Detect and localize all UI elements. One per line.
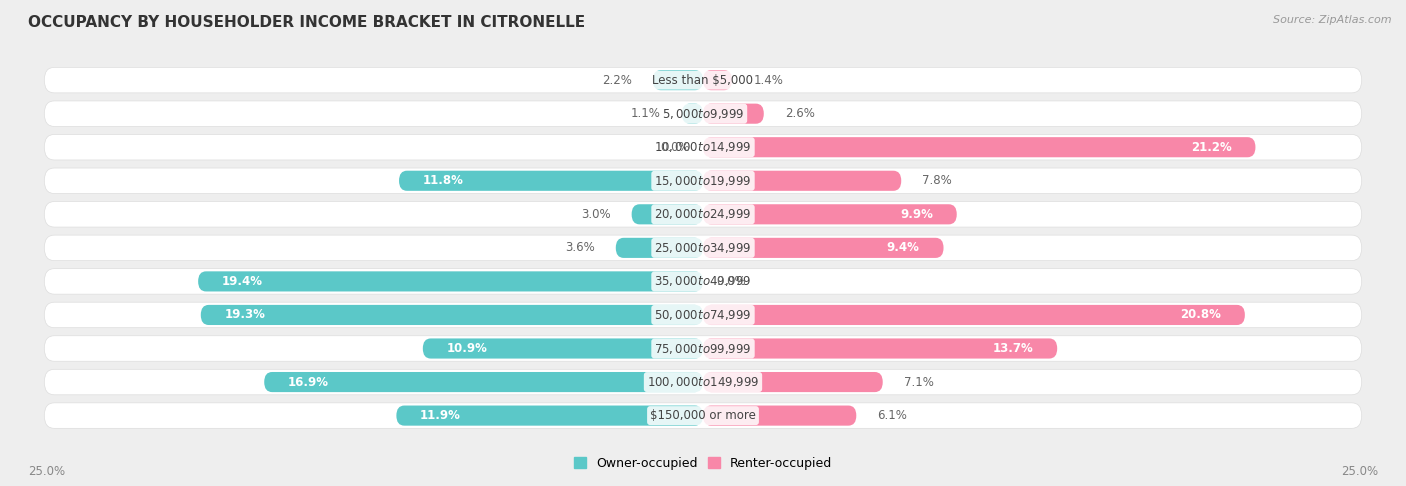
Text: Source: ZipAtlas.com: Source: ZipAtlas.com xyxy=(1274,15,1392,25)
Text: 2.6%: 2.6% xyxy=(785,107,815,120)
FancyBboxPatch shape xyxy=(703,238,943,258)
Text: $25,000 to $34,999: $25,000 to $34,999 xyxy=(654,241,752,255)
FancyBboxPatch shape xyxy=(45,269,1361,294)
FancyBboxPatch shape xyxy=(631,204,703,225)
FancyBboxPatch shape xyxy=(45,101,1361,126)
Text: $15,000 to $19,999: $15,000 to $19,999 xyxy=(654,174,752,188)
Text: 9.4%: 9.4% xyxy=(887,242,920,254)
Text: $5,000 to $9,999: $5,000 to $9,999 xyxy=(662,106,744,121)
FancyBboxPatch shape xyxy=(45,403,1361,428)
FancyBboxPatch shape xyxy=(703,137,1256,157)
Text: 3.6%: 3.6% xyxy=(565,242,595,254)
FancyBboxPatch shape xyxy=(396,405,703,426)
FancyBboxPatch shape xyxy=(45,202,1361,227)
Text: 20.8%: 20.8% xyxy=(1180,309,1220,321)
Text: 11.8%: 11.8% xyxy=(423,174,464,187)
FancyBboxPatch shape xyxy=(652,70,703,90)
Text: 10.9%: 10.9% xyxy=(447,342,488,355)
Text: Less than $5,000: Less than $5,000 xyxy=(652,73,754,87)
FancyBboxPatch shape xyxy=(45,302,1361,328)
Text: 13.7%: 13.7% xyxy=(993,342,1033,355)
Text: 0.0%: 0.0% xyxy=(716,275,745,288)
Text: $10,000 to $14,999: $10,000 to $14,999 xyxy=(654,140,752,154)
Text: 9.9%: 9.9% xyxy=(900,208,934,221)
Text: 25.0%: 25.0% xyxy=(28,465,65,478)
Text: 1.1%: 1.1% xyxy=(631,107,661,120)
Text: $35,000 to $49,999: $35,000 to $49,999 xyxy=(654,275,752,288)
FancyBboxPatch shape xyxy=(45,135,1361,160)
FancyBboxPatch shape xyxy=(45,235,1361,260)
FancyBboxPatch shape xyxy=(399,171,703,191)
FancyBboxPatch shape xyxy=(703,70,733,90)
Text: 6.1%: 6.1% xyxy=(877,409,907,422)
FancyBboxPatch shape xyxy=(703,338,1057,359)
Text: 2.2%: 2.2% xyxy=(602,73,631,87)
FancyBboxPatch shape xyxy=(45,336,1361,361)
Text: 0.0%: 0.0% xyxy=(661,141,690,154)
FancyBboxPatch shape xyxy=(703,104,763,124)
Text: 16.9%: 16.9% xyxy=(288,376,329,388)
Text: 11.9%: 11.9% xyxy=(420,409,461,422)
FancyBboxPatch shape xyxy=(703,171,901,191)
Text: $20,000 to $24,999: $20,000 to $24,999 xyxy=(654,208,752,221)
Text: $100,000 to $149,999: $100,000 to $149,999 xyxy=(647,375,759,389)
FancyBboxPatch shape xyxy=(45,168,1361,193)
Text: $75,000 to $99,999: $75,000 to $99,999 xyxy=(654,342,752,355)
Text: 1.4%: 1.4% xyxy=(754,73,783,87)
Text: 7.8%: 7.8% xyxy=(922,174,952,187)
FancyBboxPatch shape xyxy=(423,338,703,359)
FancyBboxPatch shape xyxy=(616,238,703,258)
FancyBboxPatch shape xyxy=(201,305,703,325)
FancyBboxPatch shape xyxy=(703,372,883,392)
FancyBboxPatch shape xyxy=(45,68,1361,93)
Text: OCCUPANCY BY HOUSEHOLDER INCOME BRACKET IN CITRONELLE: OCCUPANCY BY HOUSEHOLDER INCOME BRACKET … xyxy=(28,15,585,30)
FancyBboxPatch shape xyxy=(45,369,1361,395)
Text: 3.0%: 3.0% xyxy=(581,208,610,221)
FancyBboxPatch shape xyxy=(703,305,1244,325)
Text: 21.2%: 21.2% xyxy=(1191,141,1232,154)
Text: $50,000 to $74,999: $50,000 to $74,999 xyxy=(654,308,752,322)
Text: 7.1%: 7.1% xyxy=(904,376,934,388)
Text: $150,000 or more: $150,000 or more xyxy=(650,409,756,422)
FancyBboxPatch shape xyxy=(703,405,856,426)
FancyBboxPatch shape xyxy=(682,104,703,124)
Text: 19.4%: 19.4% xyxy=(222,275,263,288)
Text: 25.0%: 25.0% xyxy=(1341,465,1378,478)
Legend: Owner-occupied, Renter-occupied: Owner-occupied, Renter-occupied xyxy=(568,452,838,475)
FancyBboxPatch shape xyxy=(264,372,703,392)
FancyBboxPatch shape xyxy=(703,204,956,225)
FancyBboxPatch shape xyxy=(198,271,703,292)
Text: 19.3%: 19.3% xyxy=(225,309,266,321)
